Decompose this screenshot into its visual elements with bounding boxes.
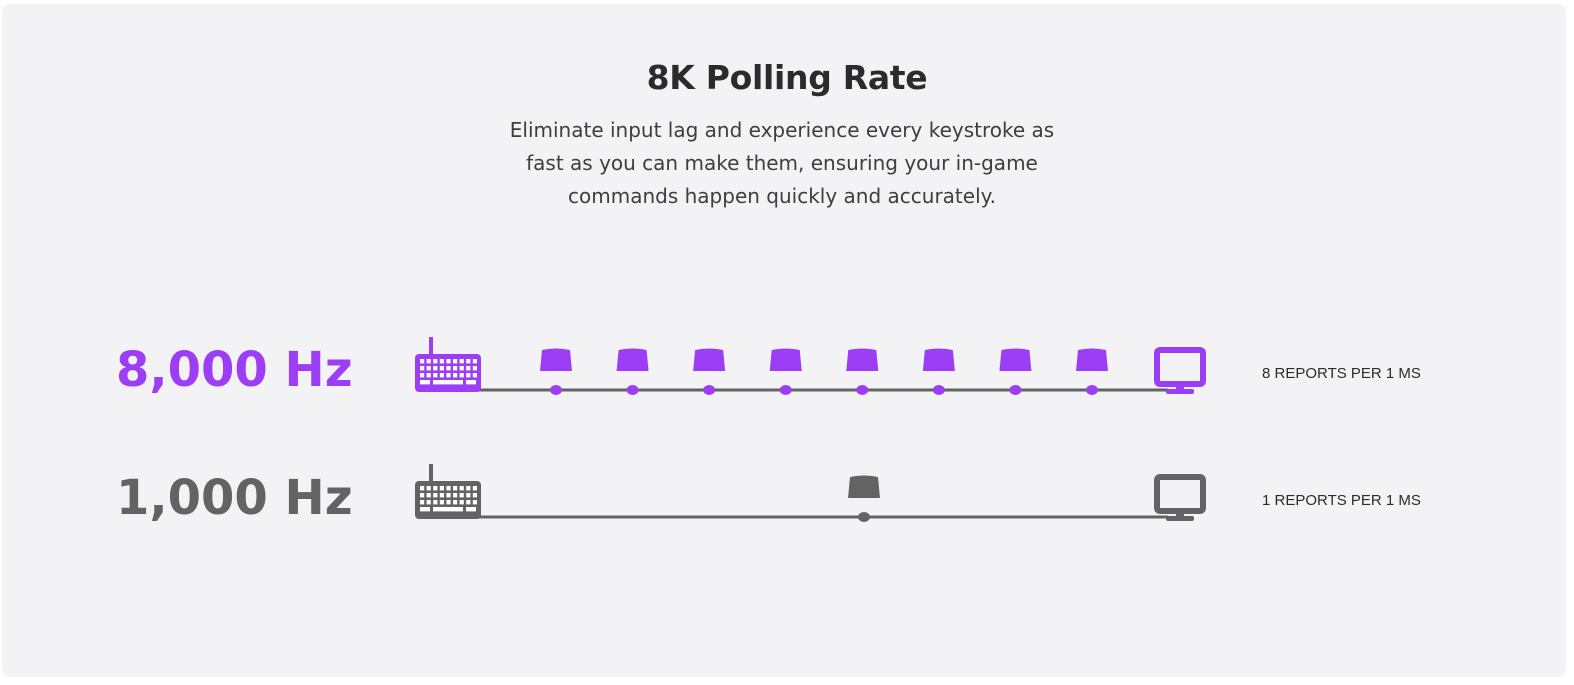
section-description: Eliminate input lag and experience every…: [509, 118, 1055, 208]
keycap-icon: [769, 348, 802, 395]
rate-8000hz-label: 8,000 Hz: [116, 342, 353, 398]
keycap-icon: [540, 348, 572, 395]
keycap-icon: [922, 348, 955, 395]
section-title: 8K Polling Rate: [646, 58, 928, 97]
keycap-icon: [1076, 348, 1108, 395]
keycap-icon: [693, 348, 726, 395]
keycap-icon: [999, 348, 1032, 395]
keycap-icon: [846, 348, 879, 395]
keyboard-icon: [415, 337, 481, 392]
keycap-icon: [616, 348, 649, 395]
keycap-icon: [848, 475, 880, 522]
rate-1000hz-label: 1,000 Hz: [116, 470, 353, 526]
reports-8k-label: 8 REPORTS PER 1 MS: [1262, 365, 1421, 382]
polling-rate-panel: [2, 4, 1566, 677]
monitor-icon: [1154, 474, 1206, 521]
keyboard-icon: [415, 464, 481, 519]
polling-row-8k: [415, 337, 1206, 395]
polling-row-1k: [415, 464, 1206, 522]
monitor-icon: [1154, 347, 1206, 394]
reports-1k-label: 1 REPORTS PER 1 MS: [1262, 492, 1421, 509]
